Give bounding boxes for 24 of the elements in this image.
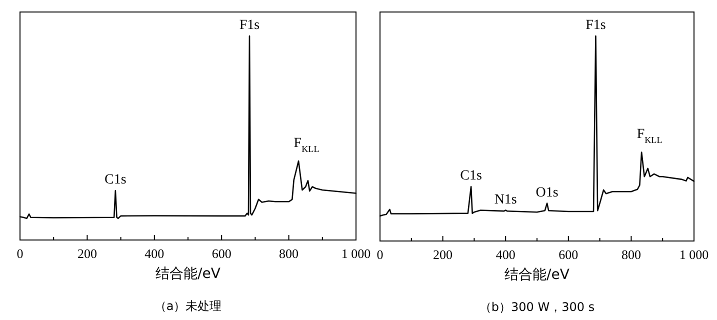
annotation: N1s <box>494 192 517 208</box>
annotation: F$_{KLL}$ <box>294 136 320 154</box>
x-tick-label: 200 <box>77 246 97 261</box>
x-tick-label: 1 000 <box>341 246 371 261</box>
x-tick-label: 600 <box>558 247 578 262</box>
annotation: C1s <box>104 172 126 188</box>
x-tick-label: 800 <box>279 246 299 261</box>
text: （a）未处理 <box>154 299 222 313</box>
x-tick-label: 200 <box>433 247 453 262</box>
x-tick-label: 400 <box>496 247 516 262</box>
x-tick-label: 0 <box>376 247 384 262</box>
x-tick-label: 1 000 <box>679 247 709 262</box>
annotation: F$_{KLL}$ <box>636 127 663 146</box>
annotation: O1s <box>536 185 558 200</box>
annotation: F1s <box>586 18 606 33</box>
x-tick-label: 0 <box>16 246 24 261</box>
annotation: C1s <box>460 168 482 184</box>
annotation: F1s <box>239 18 260 33</box>
x-tick-label: 800 <box>621 247 641 262</box>
x-axis-title: 结合能/eV <box>156 266 221 282</box>
text: （b）300 W，300 s <box>479 300 595 314</box>
x-axis-title: 结合能/eV <box>504 267 570 283</box>
x-tick-label: 600 <box>212 246 232 261</box>
x-tick-label: 400 <box>144 246 164 261</box>
